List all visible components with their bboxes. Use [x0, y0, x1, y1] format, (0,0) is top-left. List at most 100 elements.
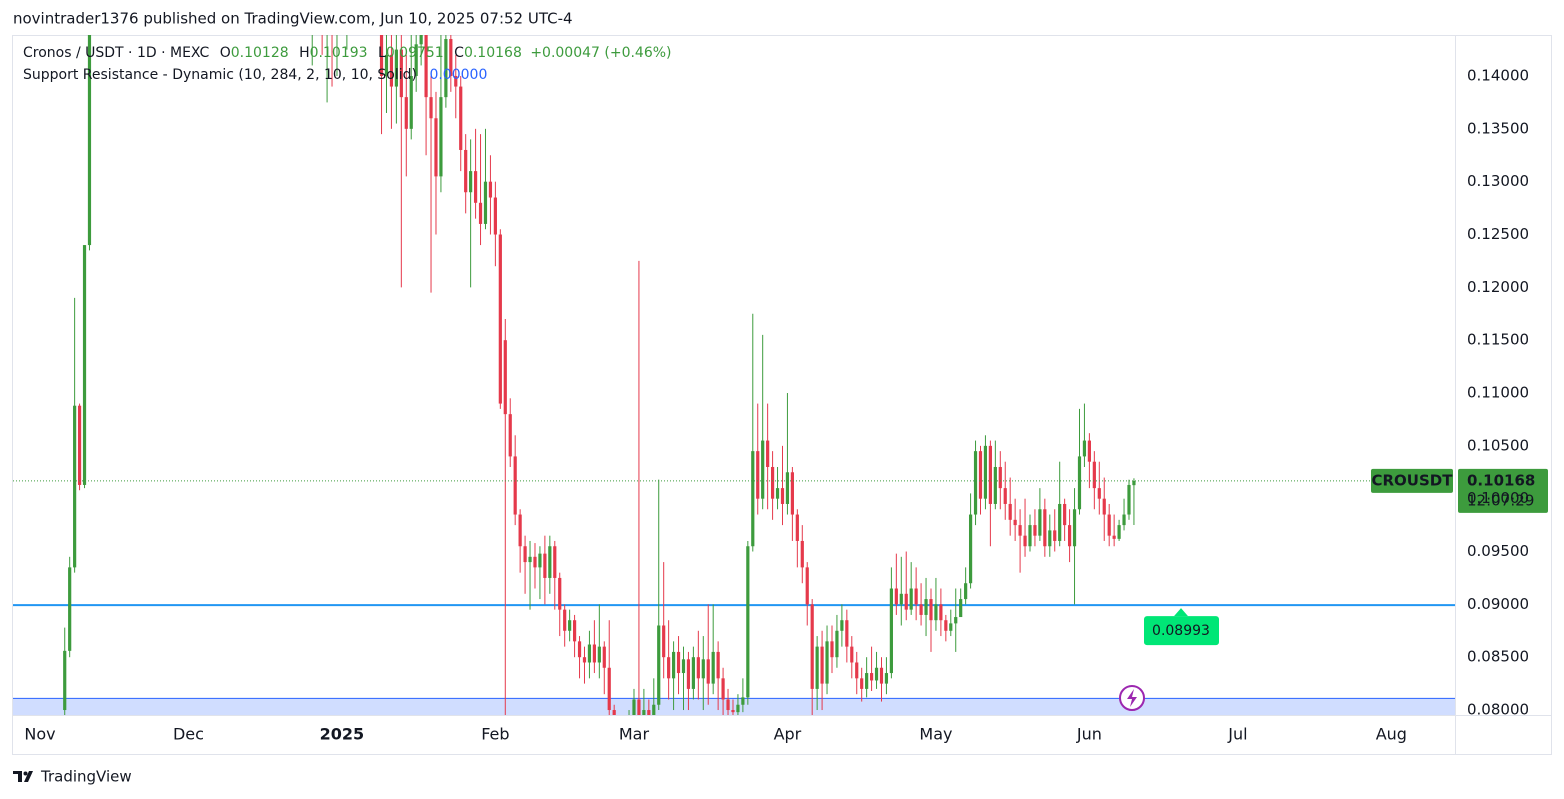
- y-tick-label: 0.14000: [1467, 67, 1529, 85]
- candle-body: [736, 704, 740, 713]
- candle-body: [77, 405, 82, 485]
- candle-body: [746, 546, 750, 698]
- x-tick-label: 2025: [320, 725, 365, 744]
- candle-body: [1023, 535, 1027, 547]
- candle-body: [874, 667, 879, 681]
- candle-body: [87, 35, 92, 246]
- candle-body: [959, 599, 963, 618]
- candle-body: [291, 0, 294, 2]
- ohlc-value: 0.10193: [310, 45, 368, 61]
- candle-body: [449, 39, 453, 77]
- candle-body: [597, 646, 601, 663]
- ohlc-label: C: [454, 45, 464, 61]
- ohlc-value: 0.09751: [386, 45, 444, 61]
- candle-body: [810, 604, 814, 689]
- candle-body: [686, 659, 691, 689]
- x-tick-label: Mar: [619, 725, 650, 744]
- candle-body: [1058, 503, 1062, 541]
- candle-body: [647, 710, 651, 715]
- published-note: novintrader1376 published on TradingView…: [13, 10, 573, 28]
- candle-body: [592, 644, 596, 663]
- candle-body: [775, 488, 780, 499]
- x-tick-label: Jun: [1076, 725, 1102, 744]
- candle-body: [1018, 525, 1022, 536]
- candle-body: [394, 49, 398, 87]
- candle-body: [1048, 530, 1052, 547]
- candle-body: [909, 588, 913, 610]
- change-value: +0.00047 (+0.46%): [530, 45, 671, 61]
- candle-body: [766, 440, 770, 467]
- candle-body: [850, 646, 854, 663]
- plot-area: [13, 0, 1455, 715]
- candle-body: [1132, 480, 1136, 486]
- candle-body: [652, 704, 656, 715]
- candle-body: [464, 149, 468, 193]
- countdown-label: 12:07:29: [1467, 491, 1534, 509]
- candle-body: [726, 699, 730, 711]
- candle-body: [761, 440, 765, 499]
- y-tick-label: 0.10500: [1467, 436, 1529, 454]
- candle-body: [998, 466, 1002, 489]
- candle-body: [934, 604, 938, 621]
- candle-body: [607, 667, 611, 711]
- candle-body: [865, 673, 869, 689]
- candle-body: [919, 604, 923, 615]
- logo-mark: [13, 771, 33, 782]
- candle-body: [988, 445, 992, 504]
- candle-body: [835, 630, 839, 658]
- symbol-label: CROUSDT: [1372, 471, 1454, 489]
- y-tick-label: 0.08000: [1467, 701, 1529, 719]
- candle-body: [384, 54, 389, 77]
- candle-body: [424, 35, 428, 98]
- candle-body: [1003, 488, 1007, 504]
- candle-body: [602, 646, 606, 668]
- candle-body: [1077, 456, 1082, 510]
- candle-body: [1122, 514, 1126, 526]
- candle-body: [954, 617, 958, 624]
- candle-body: [869, 673, 874, 681]
- candle-body: [1112, 535, 1116, 539]
- candle-body: [845, 620, 849, 647]
- candle-body: [375, 0, 378, 2]
- candle-body: [296, 0, 299, 2]
- price-box: [1458, 468, 1548, 513]
- candle-body: [538, 553, 542, 568]
- candle-body: [780, 488, 785, 504]
- candle-body: [404, 97, 408, 129]
- candle-body: [899, 593, 903, 605]
- y-tick-label: 0.11000: [1467, 384, 1529, 402]
- symbol-box: [1371, 468, 1453, 493]
- candle-body: [553, 546, 557, 578]
- ohlc-value: 0.10168: [464, 45, 522, 61]
- legend-line: Cronos / USDT · 1D · MEXC O0.10128 H0.10…: [23, 45, 672, 61]
- symbol-title: Cronos / USDT · 1D · MEXC: [23, 45, 209, 61]
- candle-body: [73, 405, 77, 568]
- candle-body: [1053, 530, 1057, 541]
- ohlc-label: L: [378, 45, 386, 61]
- candle-body: [1067, 525, 1072, 547]
- y-tick-label: 0.13500: [1467, 119, 1529, 137]
- ohlc-value: 0.10128: [231, 45, 289, 61]
- candle-body: [513, 456, 517, 515]
- candle-body: [429, 97, 433, 119]
- candle-body: [721, 678, 725, 700]
- alert-icon: [1119, 685, 1145, 711]
- candle-body: [790, 472, 794, 515]
- candle-body: [612, 710, 616, 715]
- candle-body: [711, 651, 715, 684]
- candle-body: [815, 646, 819, 689]
- candle-body: [800, 540, 804, 568]
- candle-body: [483, 181, 488, 224]
- candle-body: [671, 651, 676, 679]
- candle-body: [795, 514, 799, 541]
- candle-body: [1033, 525, 1037, 536]
- candle-body: [478, 202, 483, 224]
- candle-body: [973, 451, 978, 515]
- candle-body: [1063, 503, 1067, 526]
- candle-body: [716, 651, 720, 679]
- candle-body: [389, 54, 394, 87]
- candle-body: [379, 35, 384, 77]
- overlay: CROUSDT 0.10168 12:07:29 0.08993: [13, 468, 1548, 646]
